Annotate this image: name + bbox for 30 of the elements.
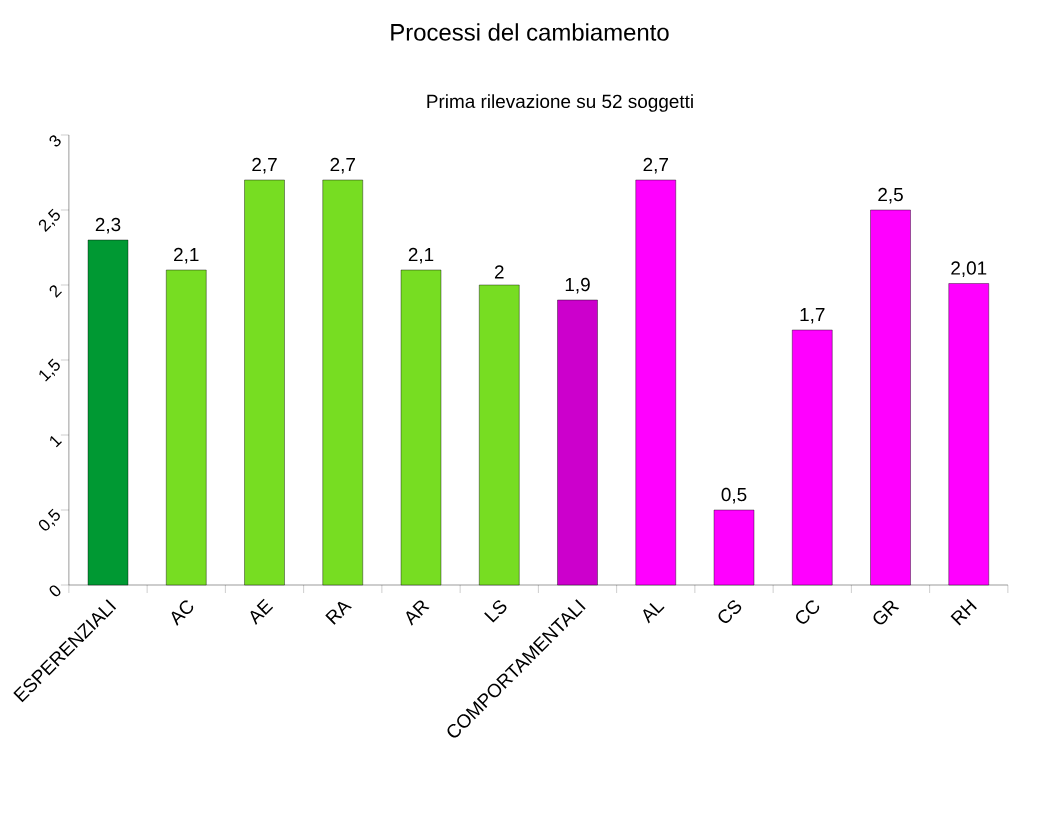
data-label: 2,7 (643, 157, 668, 174)
chart-title: Processi del cambiamento (391, 23, 669, 41)
data-label: 2,7 (252, 157, 277, 174)
y-tick-label: 2 (49, 285, 62, 298)
data-label: 2,7 (330, 157, 355, 174)
x-tick-label: AE (250, 598, 274, 626)
x-tick-label: AL (643, 603, 665, 624)
data-label: 1,9 (565, 277, 590, 294)
y-tick-label: 1,5 (39, 358, 60, 382)
data-label: 0,5 (721, 487, 747, 504)
x-tick-label: CC (796, 600, 820, 624)
y-tick-label: 2,5 (38, 208, 60, 232)
x-tick-label: AC (171, 600, 194, 626)
data-label: 2,01 (951, 261, 987, 277)
x-tick-label: RA (325, 601, 352, 625)
y-tick-label: 0 (49, 585, 61, 597)
y-tick-label: 3 (49, 135, 61, 147)
x-tick-label: RH (950, 599, 977, 626)
data-label: 2 (494, 265, 504, 279)
data-label: 2,5 (878, 187, 903, 204)
data-label: 1,7 (800, 308, 825, 324)
data-label: 2,1 (174, 247, 199, 264)
y-tick-label: 1 (50, 435, 62, 448)
data-label: 2,1 (408, 247, 434, 264)
data-label: 2,3 (95, 217, 121, 234)
x-tick-label: GR (873, 600, 900, 625)
y-tick-label: 0,5 (38, 508, 60, 531)
x-tick-label: CS (718, 600, 742, 623)
x-tick-label: AR (406, 600, 430, 626)
chart-subtitle: Prima rilevazione su 52 soggetti (427, 94, 693, 112)
